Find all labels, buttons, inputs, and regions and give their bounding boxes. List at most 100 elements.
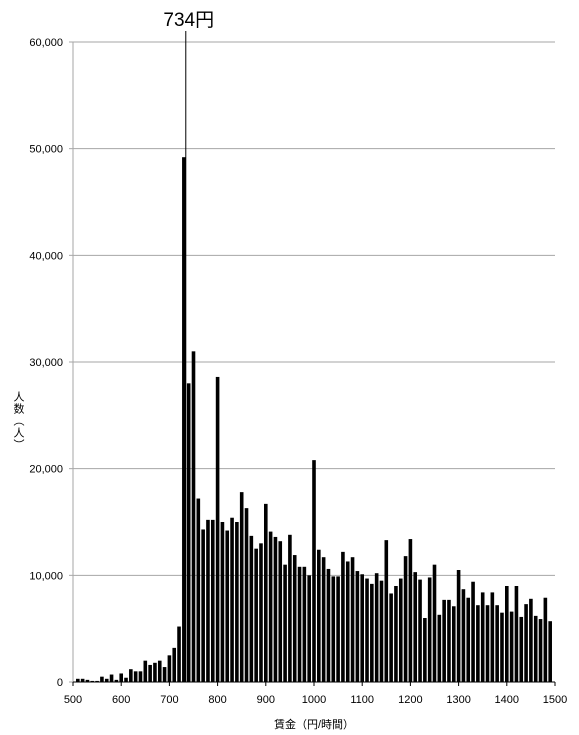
bar [239, 492, 244, 682]
bar [182, 157, 186, 682]
bar [317, 549, 321, 682]
bar [138, 671, 143, 682]
bar [119, 673, 123, 682]
bar [90, 680, 95, 682]
bar [95, 680, 99, 682]
bar [370, 583, 374, 682]
bar [360, 574, 364, 682]
y-tick-label: 0 [57, 677, 63, 689]
bar [264, 503, 268, 682]
bar [153, 662, 157, 682]
bar [80, 678, 85, 682]
bar [235, 522, 239, 682]
y-tick-label: 60,000 [29, 37, 63, 49]
bar [148, 664, 152, 682]
x-tick-label: 700 [160, 694, 178, 706]
bar [466, 597, 471, 682]
bar [157, 660, 162, 682]
bar [254, 548, 258, 682]
bar [355, 571, 360, 682]
bar [268, 531, 273, 682]
bar [288, 534, 292, 682]
bar [476, 605, 480, 682]
bar [196, 498, 201, 682]
bar [312, 460, 316, 682]
bar [133, 671, 138, 682]
bar [495, 605, 499, 682]
bar [456, 570, 461, 682]
bar [509, 611, 514, 682]
bar [345, 561, 350, 682]
x-tick-label: 1400 [495, 694, 519, 706]
bar [85, 679, 90, 682]
x-tick-label: 1300 [446, 694, 470, 706]
bar [533, 615, 538, 682]
bar [172, 647, 177, 682]
bar [485, 605, 490, 682]
bar [326, 568, 331, 682]
bar [273, 536, 278, 682]
bar [451, 606, 456, 682]
bar [206, 519, 210, 682]
bar [423, 618, 427, 682]
bar [437, 614, 442, 682]
bar [365, 578, 369, 682]
bar [519, 616, 524, 682]
bar [389, 593, 393, 682]
bar [162, 667, 167, 682]
bar [538, 619, 543, 682]
bar [167, 655, 172, 682]
bar [432, 564, 437, 682]
bar [100, 676, 104, 682]
bar [109, 674, 114, 682]
y-tick-label: 20,000 [29, 464, 63, 476]
annotation-label: 734円 [163, 10, 214, 31]
bar [249, 535, 254, 682]
bar [543, 597, 548, 682]
bar [403, 556, 408, 682]
bar [341, 551, 345, 682]
bar [191, 351, 196, 682]
y-tick-label: 40,000 [29, 250, 63, 262]
bar [201, 529, 205, 682]
bar [210, 519, 215, 682]
bar [529, 598, 533, 682]
bar [394, 586, 398, 682]
x-tick-label: 600 [112, 694, 130, 706]
bar [500, 612, 504, 682]
bar [374, 573, 379, 682]
bar [244, 508, 249, 682]
bar [336, 576, 340, 682]
bar [548, 621, 552, 682]
bar [524, 604, 528, 682]
y-tick-label: 30,000 [29, 357, 63, 369]
x-tick-label: 500 [64, 694, 82, 706]
bar [292, 555, 297, 682]
bar [143, 660, 148, 682]
x-axis-label: 賃金（円/時間） [274, 717, 354, 731]
bar [225, 530, 230, 682]
bar [129, 669, 133, 682]
bar [442, 599, 446, 682]
y-tick-label: 50,000 [29, 144, 63, 156]
bar [480, 592, 485, 682]
bar [471, 581, 475, 682]
bar [297, 566, 302, 682]
bar [177, 626, 181, 682]
x-tick-label: 1000 [302, 694, 326, 706]
tick-labels: 0 10,000 20,000 30,000 40,000 50,000 60,000 500… [29, 37, 567, 706]
bar [461, 589, 466, 682]
bar [104, 678, 109, 682]
bar [321, 557, 326, 682]
bar [76, 678, 80, 682]
x-tick-label: 800 [208, 694, 226, 706]
bar [259, 543, 263, 682]
x-tick-label: 1100 [350, 694, 374, 706]
bar [514, 586, 519, 682]
bar [398, 578, 403, 682]
x-tick-label: 1500 [543, 694, 567, 706]
gridlines [69, 41, 555, 683]
bar [215, 376, 220, 682]
bar [447, 599, 451, 682]
bar [220, 522, 225, 682]
